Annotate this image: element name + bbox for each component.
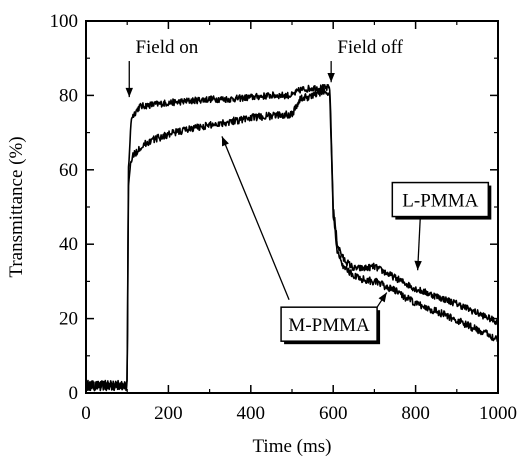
callout-label: M-PMMA (288, 315, 370, 336)
series-layer (85, 84, 499, 392)
x-axis-title: Time (ms) (252, 436, 331, 457)
x-tick-label: 400 (237, 403, 266, 424)
y-tick-label: 40 (59, 234, 78, 255)
y-tick-label: 20 (59, 309, 78, 330)
annotation-label: Field on (135, 37, 198, 58)
x-tick-label: 1000 (479, 403, 517, 424)
callout-arrow-head (221, 136, 229, 147)
callout-arrow-head (378, 292, 387, 303)
callout-arrow (221, 136, 290, 300)
y-tick-label: 0 (69, 383, 79, 404)
callout-box (280, 306, 378, 342)
x-tick-label: 0 (81, 403, 91, 424)
callout-box (391, 181, 490, 218)
annotation-arrow-head (327, 72, 335, 83)
y-tick-label: 80 (59, 85, 78, 106)
annotations: Field on Field off L-PMMA M-PMMA (125, 37, 492, 345)
y-tick-label: 100 (50, 11, 79, 32)
x-tick-label: 200 (154, 403, 183, 424)
x-axis: 0 200 400 600 800 1000 (81, 21, 517, 424)
y-axis-title: Transmittance (%) (6, 136, 27, 277)
x-tick-label: 600 (319, 403, 348, 424)
series-line-m-pmma (85, 88, 499, 392)
callout-arrow-head (414, 260, 422, 271)
annotation-arrow-head (125, 87, 133, 98)
annotation-label: Field off (337, 37, 403, 58)
x-tick-label: 800 (401, 403, 430, 424)
y-axis: 0 20 40 60 80 100 (50, 11, 498, 404)
series-line-l-pmma (85, 84, 499, 391)
y-tick-label: 60 (59, 160, 78, 181)
callout-label: L-PMMA (402, 191, 478, 212)
